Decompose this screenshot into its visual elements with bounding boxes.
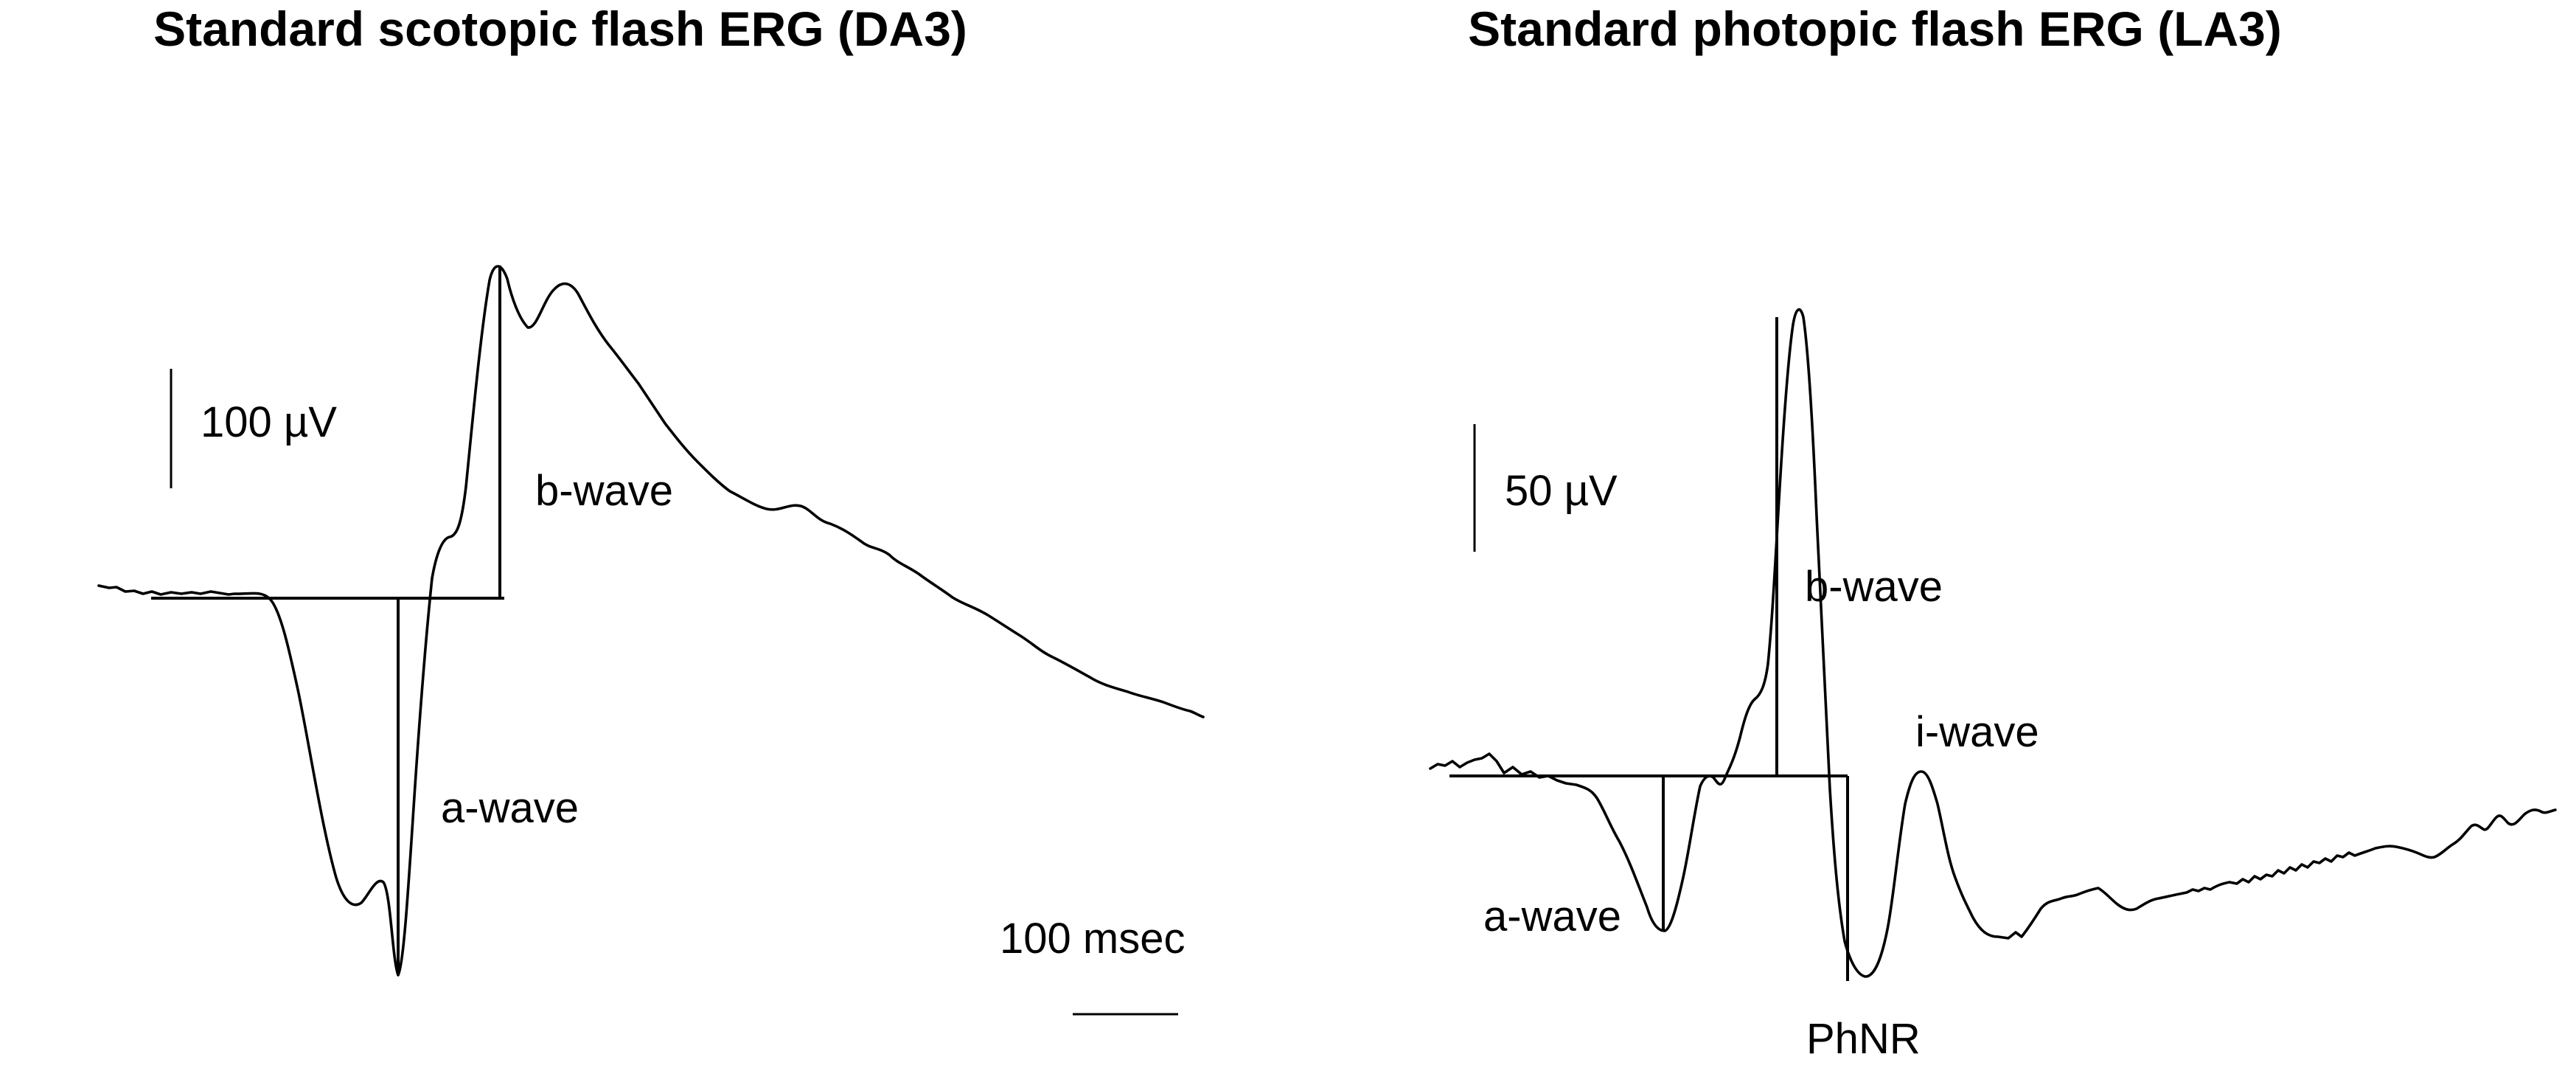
photopic-a-wave-label: a-wave (1483, 892, 1621, 940)
scotopic-b-wave-label: b-wave (535, 467, 673, 515)
photopic-phnr-label: PhNR (1806, 1015, 1921, 1063)
photopic-amplitude-scale-label: 50 µV (1505, 467, 1618, 515)
scotopic-amplitude-scale-label: 100 µV (201, 398, 337, 446)
photopic-i-wave-label: i-wave (1915, 708, 2039, 756)
photopic-panel: Standard photopic flash ERG (LA3) 50 µV … (1429, 1, 2557, 1063)
photopic-title: Standard photopic flash ERG (LA3) (1468, 1, 2282, 56)
scotopic-panel: Standard scotopic flash ERG (DA3) 100 µV… (97, 1, 1205, 1016)
scotopic-waveform (97, 265, 1205, 977)
time-scale-label: 100 msec (1000, 915, 1185, 963)
photopic-b-wave-label: b-wave (1805, 563, 1943, 611)
scotopic-a-wave-label: a-wave (441, 784, 579, 832)
scotopic-title: Standard scotopic flash ERG (DA3) (153, 1, 967, 56)
photopic-waveform (1429, 308, 2557, 978)
